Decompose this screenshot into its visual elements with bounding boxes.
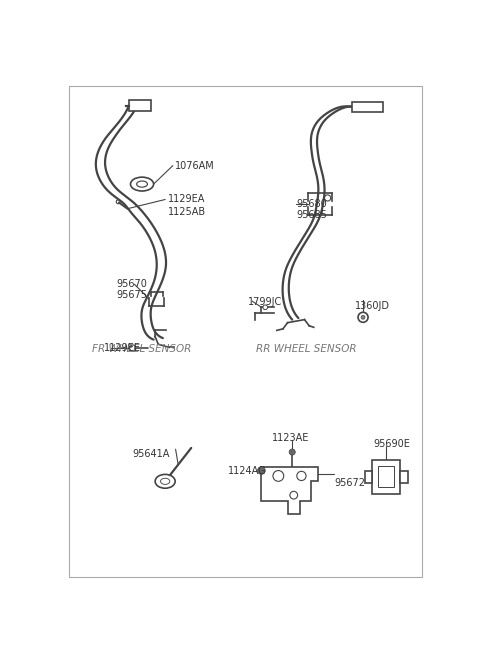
- Text: 95672: 95672: [335, 478, 366, 488]
- Text: RR WHEEL SENSOR: RR WHEEL SENSOR: [256, 345, 356, 354]
- Text: 1360JD: 1360JD: [355, 301, 390, 310]
- Text: 95685: 95685: [296, 210, 327, 220]
- Bar: [378, 466, 394, 487]
- Ellipse shape: [155, 474, 175, 488]
- Bar: [372, 460, 400, 494]
- Text: 1129EE: 1129EE: [104, 343, 141, 353]
- Text: 1125AB: 1125AB: [168, 207, 205, 217]
- Circle shape: [324, 195, 331, 201]
- Polygon shape: [262, 468, 318, 514]
- Text: 95675: 95675: [117, 290, 148, 300]
- Text: 95670: 95670: [117, 279, 147, 290]
- Circle shape: [130, 345, 136, 351]
- Circle shape: [289, 449, 295, 455]
- Text: 1123AE: 1123AE: [272, 433, 310, 443]
- Text: 1129EA: 1129EA: [168, 195, 205, 204]
- Circle shape: [258, 466, 265, 474]
- Polygon shape: [352, 102, 383, 113]
- Bar: [365, 470, 372, 483]
- Text: 95690E: 95690E: [373, 440, 410, 449]
- Text: 1124AG: 1124AG: [228, 466, 266, 476]
- Text: 95641A: 95641A: [132, 449, 169, 458]
- Text: 95680: 95680: [296, 199, 327, 209]
- Bar: [400, 470, 408, 483]
- Polygon shape: [129, 100, 151, 111]
- Text: 1076AM: 1076AM: [175, 160, 215, 170]
- Circle shape: [358, 312, 368, 322]
- Circle shape: [361, 315, 365, 319]
- Ellipse shape: [131, 177, 154, 191]
- Text: FR WHEEL SENSOR: FR WHEEL SENSOR: [92, 345, 192, 354]
- Circle shape: [263, 305, 267, 310]
- Text: 1799JC: 1799JC: [248, 297, 282, 307]
